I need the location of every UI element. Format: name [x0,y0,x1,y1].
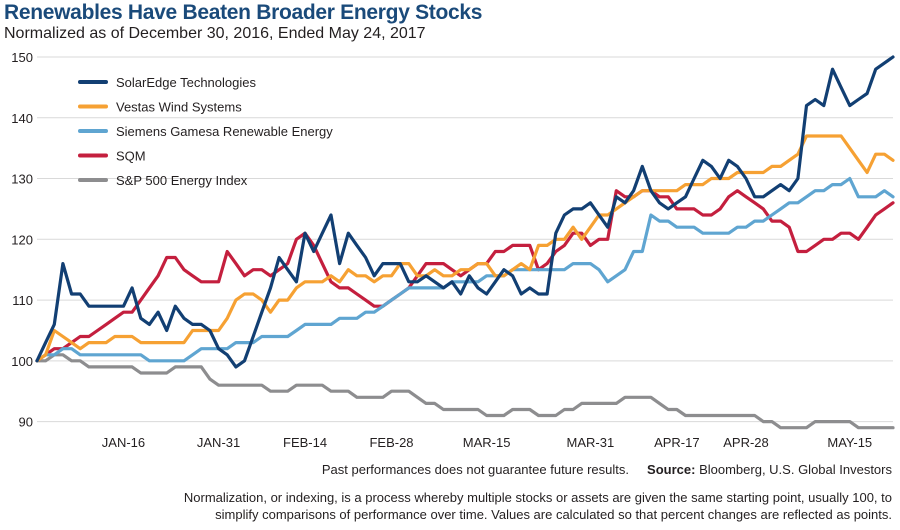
note-line-2: simplify comparisons of performance over… [215,507,892,522]
disclaimer: Past performances does not guarantee fut… [322,462,892,477]
chart-title: Renewables Have Beaten Broader Energy St… [4,1,483,24]
x-tick-label-may-15: MAY-15 [827,435,872,450]
x-tick-label-mar-31: MAR-31 [567,435,615,450]
disclaimer-text: Past performances does not guarantee fut… [321,462,629,477]
legend-label-s-p-500-energy-index: S&P 500 Energy Index [116,173,248,188]
y-tick-label-140: 140 [11,111,33,126]
source-label: Source: [647,462,696,477]
x-axis: JAN-16 JAN-31 FEB-14 FEB-28 MAR-15 MAR-31 APR-… [102,435,872,450]
legend: SolarEdge Technologies Vestas Wind System… [78,75,333,188]
chart-subtitle: Normalized as of December 30, 2016, Ende… [4,25,426,42]
note-line-1: Normalization, or indexing, is a process… [183,490,892,505]
y-axis: 90 100 110 120 130 140 150 [11,50,33,430]
series-line-solaredge-technologies [35,55,895,369]
legend-label-solaredge-technologies: SolarEdge Technologies [116,75,256,90]
x-tick-label-apr-17: APR-17 [654,435,700,450]
normalization-note: Normalization, or indexing, is a process… [0,489,892,523]
x-tick-label-jan-31: JAN-31 [197,435,240,450]
x-tick-label-feb-14: FEB-14 [283,435,327,450]
series-line-s-p-500-energy-index [35,353,895,430]
series-line-sqm [35,189,895,363]
source-text: Bloomberg, U.S. Global Investors [699,462,892,477]
x-tick-label-feb-28: FEB-28 [369,435,413,450]
y-tick-label-150: 150 [11,50,33,65]
series-line-vestas-wind-systems [35,134,895,363]
x-tick-label-apr-28: APR-28 [723,435,769,450]
legend-label-siemens-gamesa-renewable-energy: Siemens Gamesa Renewable Energy [116,124,333,139]
y-tick-label-130: 130 [11,172,33,187]
y-tick-label-120: 120 [11,232,33,247]
x-tick-label-mar-15: MAR-15 [463,435,511,450]
series-lines [35,55,895,430]
legend-label-sqm: SQM [116,149,146,164]
x-tick-label-jan-16: JAN-16 [102,435,145,450]
y-tick-label-110: 110 [12,293,33,308]
legend-label-vestas-wind-systems: Vestas Wind Systems [116,100,242,115]
y-tick-label-90: 90 [19,415,33,430]
y-tick-label-100: 100 [11,354,33,369]
